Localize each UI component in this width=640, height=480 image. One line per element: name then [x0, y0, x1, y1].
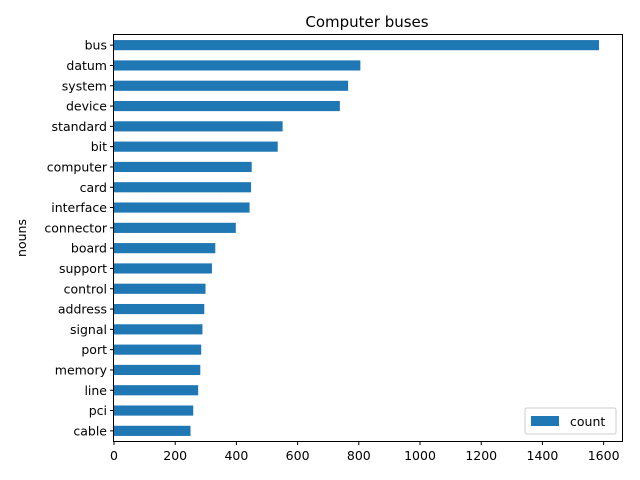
bar-bus [114, 40, 600, 51]
bars-group [114, 40, 600, 436]
y-tick-label: pci [89, 403, 107, 418]
x-tick-label: 0 [110, 448, 118, 463]
x-ticks-group: 0 200 400 600 800 1000 1200 1400 1600 [110, 441, 620, 463]
y-tick-label: cable [73, 423, 107, 438]
chart-title: Computer buses [305, 13, 428, 31]
legend-box [524, 407, 617, 435]
y-tick-label: control [64, 281, 107, 296]
legend-swatch [531, 416, 559, 426]
y-axis-label: nouns [14, 219, 29, 257]
x-tick-label: 400 [224, 448, 248, 463]
bar-datum [114, 60, 361, 71]
bar-support [114, 263, 212, 274]
x-tick-label: 200 [163, 448, 187, 463]
y-tick-label: interface [51, 200, 107, 215]
bar-device [114, 100, 340, 112]
x-tick-label: 1400 [527, 448, 559, 463]
bar-system [114, 80, 349, 91]
legend: count [524, 407, 617, 435]
x-tick-label: 1200 [465, 448, 497, 463]
x-tick-label: 600 [286, 448, 310, 463]
x-tick-label: 1600 [588, 448, 620, 463]
x-tick-label: 800 [347, 448, 371, 463]
bar-board [114, 243, 216, 254]
y-tick-label: datum [66, 58, 107, 73]
y-tick-label: signal [70, 322, 107, 337]
y-tick-label: system [62, 78, 107, 93]
x-tick-label: 1000 [404, 448, 436, 463]
y-tick-label: device [66, 99, 107, 114]
bar-port [114, 344, 202, 355]
y-tick-label: memory [55, 362, 108, 377]
y-tick-label: line [84, 383, 107, 398]
plot-frame [113, 34, 623, 442]
y-tick-label: board [71, 241, 107, 256]
bar-bit [114, 141, 278, 152]
bar-address [114, 303, 205, 315]
y-tick-label: connector [44, 220, 107, 235]
y-tick-label: address [58, 302, 107, 317]
y-tick-label: port [81, 342, 107, 357]
y-tick-label: bus [85, 38, 107, 53]
bar-memory [114, 364, 201, 376]
y-tick-label: bit [91, 139, 107, 154]
y-tick-label: standard [52, 119, 107, 134]
bar-interface [114, 202, 250, 213]
bar-card [114, 182, 252, 193]
y-tick-label: card [80, 180, 107, 195]
bar-signal [114, 324, 203, 335]
y-tick-label: support [59, 261, 107, 276]
bar-cable [114, 425, 191, 436]
bar-line [114, 385, 199, 396]
bar-pci [114, 405, 194, 416]
bar-standard [114, 121, 283, 132]
bar-computer [114, 161, 252, 173]
bar-control [114, 283, 206, 294]
bar-connector [114, 222, 236, 233]
y-ticks-group: bus datum system device standard bit computer c… [44, 38, 114, 438]
legend-label: count [570, 414, 605, 429]
y-tick-label: computer [47, 159, 108, 174]
